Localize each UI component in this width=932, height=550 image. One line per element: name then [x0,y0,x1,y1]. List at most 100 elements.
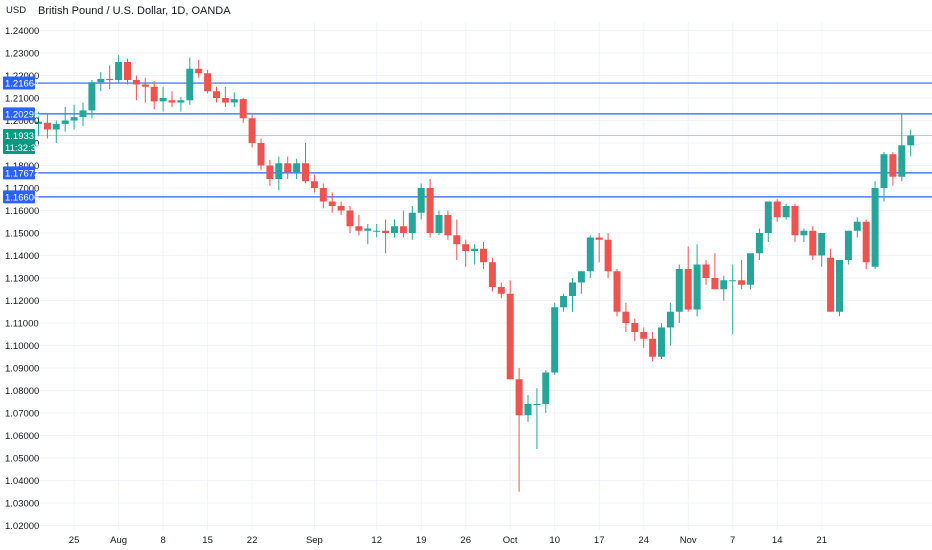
candle[interactable] [373,224,381,238]
candle[interactable] [408,206,416,240]
candle[interactable] [52,120,60,144]
candle[interactable] [862,219,870,270]
candle[interactable] [79,102,87,127]
candle[interactable] [417,183,425,220]
candle[interactable] [907,129,915,157]
candle[interactable] [506,280,514,380]
candle[interactable] [488,257,496,292]
candle[interactable] [257,138,265,171]
candle[interactable] [649,332,657,362]
candle[interactable] [444,210,452,240]
candle[interactable] [684,246,692,312]
candle[interactable] [399,210,407,238]
candle[interactable] [800,228,808,243]
candle[interactable] [97,72,105,92]
candles[interactable] [35,55,915,492]
candle[interactable] [809,226,817,260]
candle[interactable] [818,233,826,267]
candle[interactable] [132,75,140,101]
candle[interactable] [791,203,799,242]
candle[interactable] [560,293,568,312]
time-axis[interactable]: 25 Aug 8 15 22 Sep 12 19 26 Oct 10 17 24 Nov 7 14 21 [69,535,827,546]
candle[interactable] [186,57,194,105]
candle[interactable] [702,260,710,285]
candle[interactable] [595,233,603,263]
candle[interactable] [435,210,443,236]
candle[interactable] [747,253,754,290]
candle[interactable] [239,98,247,123]
candle[interactable] [515,368,523,492]
candle[interactable] [337,201,345,216]
candle[interactable] [836,260,843,317]
candle[interactable] [631,318,639,342]
candle[interactable] [293,158,301,179]
candle[interactable] [124,58,131,85]
candle[interactable] [328,192,336,213]
candle[interactable] [284,156,292,180]
candle[interactable] [782,203,790,220]
candle[interactable] [221,86,229,107]
candle[interactable] [426,179,434,238]
candle[interactable] [729,264,737,335]
candle[interactable] [61,107,69,132]
candle[interactable] [346,206,354,233]
candle[interactable] [675,264,683,324]
candle[interactable] [462,239,470,267]
candle[interactable] [150,81,158,110]
candle[interactable] [275,156,283,191]
candle[interactable] [551,302,559,375]
candle[interactable] [43,113,51,139]
candle[interactable] [622,302,630,332]
candle[interactable] [88,80,96,119]
candle[interactable] [302,143,309,184]
candle[interactable] [453,219,461,261]
candle[interactable] [195,59,203,78]
candle[interactable] [764,201,772,243]
candle[interactable] [480,242,487,269]
candle[interactable] [248,114,256,148]
candle[interactable] [871,181,879,269]
candle[interactable] [213,86,220,103]
candle[interactable] [364,224,372,245]
horizontal-levels[interactable] [34,82,932,198]
candle[interactable] [382,219,390,254]
candle[interactable] [827,248,835,312]
candle[interactable] [898,113,906,182]
candle[interactable] [204,69,212,94]
candle[interactable] [391,219,398,238]
candle[interactable] [168,91,176,107]
candle[interactable] [658,323,665,359]
candle[interactable] [880,152,888,202]
candle[interactable] [355,215,363,236]
candle[interactable] [755,228,763,261]
candle[interactable] [640,327,648,348]
candle[interactable] [319,183,327,209]
candle[interactable] [115,55,123,83]
candle[interactable] [497,282,505,299]
candle[interactable] [106,65,114,89]
candle[interactable] [524,395,532,422]
candle[interactable] [159,86,167,112]
candle[interactable] [533,388,541,449]
candle[interactable] [853,217,861,238]
candle[interactable] [141,77,149,103]
candle[interactable] [773,199,781,222]
candle[interactable] [310,174,318,193]
candle[interactable] [889,152,897,186]
candle[interactable] [711,253,719,290]
candle[interactable] [613,269,621,317]
candle[interactable] [542,370,550,413]
candle[interactable] [577,271,585,294]
candle[interactable] [586,235,594,278]
candle[interactable] [35,111,42,137]
candle[interactable] [666,302,674,346]
candle[interactable] [471,244,479,265]
candle[interactable] [177,96,185,112]
candle[interactable] [230,92,238,107]
candle[interactable] [720,275,728,301]
candle[interactable] [569,278,576,312]
price-axis[interactable]: 1.240001.230001.220001.210001.200001.190… [5,26,39,532]
candle[interactable] [844,230,852,265]
